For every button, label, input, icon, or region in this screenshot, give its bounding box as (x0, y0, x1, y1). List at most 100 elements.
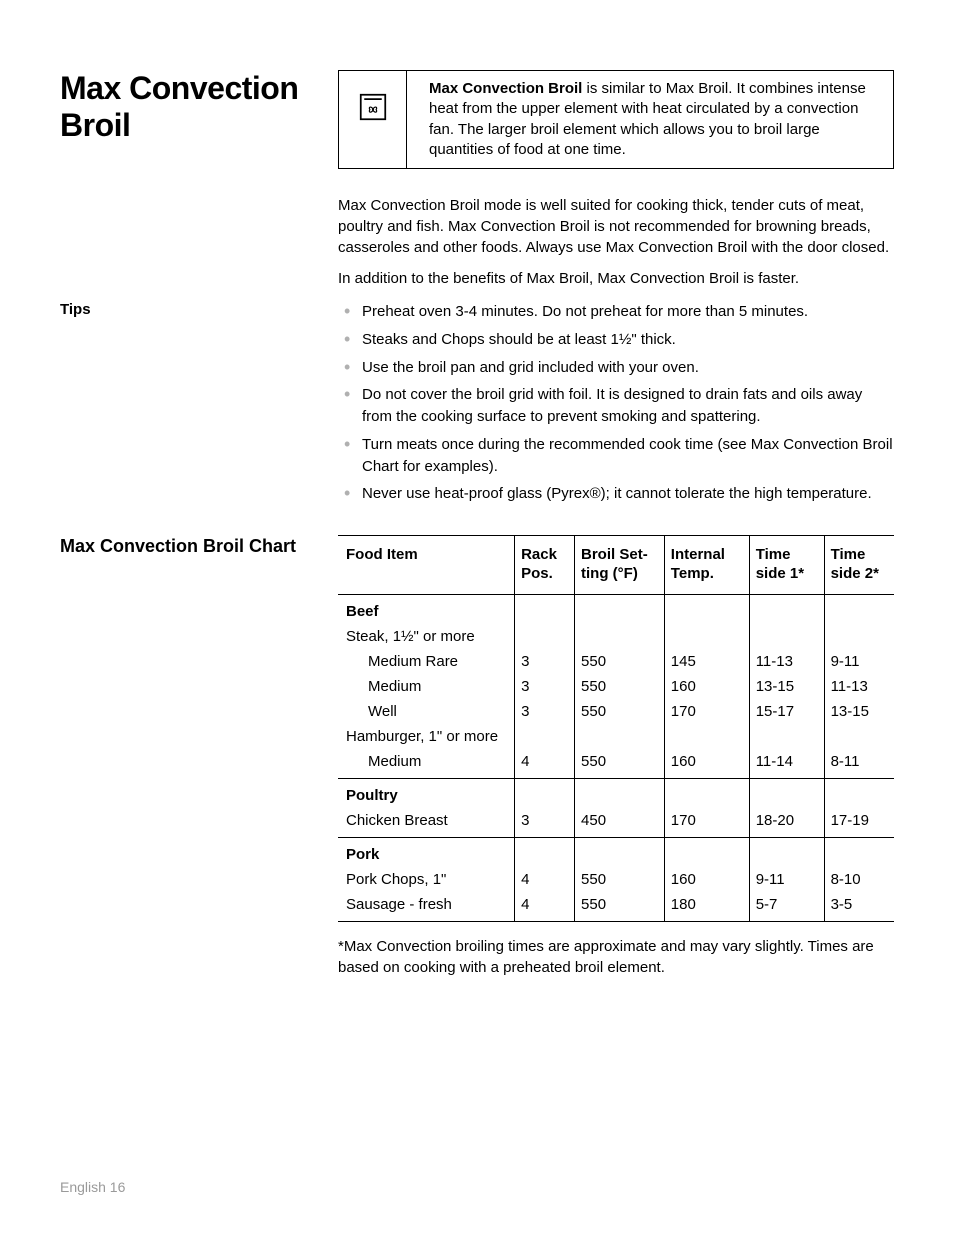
table-cell: 8-11 (824, 749, 894, 779)
food-item-cell: Hamburger, 1" or more (338, 724, 515, 749)
table-cell: 11-13 (824, 674, 894, 699)
table-cell: 9-11 (824, 649, 894, 674)
body-row: Max Convection Broil mode is well suited… (60, 173, 894, 299)
table-header-row: Food ItemRackPos.Broil Set-ting (°F)Inte… (338, 536, 894, 595)
table-row: Sausage - fresh45501805-73-5 (338, 892, 894, 922)
table-cell: 9-11 (749, 867, 824, 892)
broil-chart-table: Food ItemRackPos.Broil Set-ting (°F)Inte… (338, 535, 894, 922)
tips-item: Turn meats once during the recommended c… (338, 434, 894, 478)
table-cell: 170 (664, 808, 749, 838)
table-header-cell: RackPos. (515, 536, 575, 595)
chart-footnote: *Max Convection broiling times are appro… (338, 936, 894, 978)
table-cell: 550 (575, 749, 665, 779)
table-cell: 13-15 (824, 699, 894, 724)
table-section-heading: Beef (338, 594, 894, 624)
intro-bold: Max Convection Broil (429, 80, 582, 97)
food-item-cell: Pork Chops, 1" (338, 867, 515, 892)
table-cell (824, 624, 894, 649)
tips-label: Tips (60, 301, 91, 318)
tips-item: Never use heat-proof glass (Pyrex®); it … (338, 483, 894, 505)
table-row: Medium355016013-1511-13 (338, 674, 894, 699)
table-cell (575, 724, 665, 749)
table-cell (749, 594, 824, 624)
table-cell: 550 (575, 674, 665, 699)
table-cell (664, 594, 749, 624)
table-cell: 15-17 (749, 699, 824, 724)
table-row: Medium Rare355014511-139-11 (338, 649, 894, 674)
table-cell: 550 (575, 699, 665, 724)
table-cell (575, 624, 665, 649)
table-cell (749, 724, 824, 749)
table-cell: 11-13 (749, 649, 824, 674)
tips-row: Tips Preheat oven 3-4 minutes. Do not pr… (60, 301, 894, 511)
table-cell (664, 778, 749, 808)
page-title: Max Convection Broil (60, 70, 318, 144)
table-row: Steak, 1½" or more (338, 624, 894, 649)
table-cell (749, 624, 824, 649)
table-cell (749, 778, 824, 808)
table-section-heading: Pork (338, 837, 894, 867)
food-item-cell: Well (338, 699, 515, 724)
table-row: Chicken Breast345017018-2017-19 (338, 808, 894, 838)
table-cell: 4 (515, 749, 575, 779)
table-cell: 550 (575, 867, 665, 892)
page-footer: English 16 (60, 1179, 125, 1195)
tips-item: Do not cover the broil grid with foil. I… (338, 384, 894, 428)
table-cell: 3 (515, 674, 575, 699)
table-cell: 13-15 (749, 674, 824, 699)
table-cell: 170 (664, 699, 749, 724)
intro-text: Max Convection Broil is similar to Max B… (419, 71, 893, 168)
table-cell: 450 (575, 808, 665, 838)
tips-item: Preheat oven 3-4 minutes. Do not preheat… (338, 301, 894, 323)
tips-list: Preheat oven 3-4 minutes. Do not preheat… (338, 301, 894, 505)
section-heading-cell: Poultry (338, 778, 515, 808)
chart-title: Max Convection Broil Chart (60, 535, 318, 558)
table-row: Hamburger, 1" or more (338, 724, 894, 749)
table-cell (515, 837, 575, 867)
body-p1: Max Convection Broil mode is well suited… (338, 195, 894, 258)
table-body: BeefSteak, 1½" or moreMedium Rare3550145… (338, 594, 894, 921)
tips-item: Steaks and Chops should be at least 1½" … (338, 329, 894, 351)
table-cell (664, 624, 749, 649)
table-cell: 17-19 (824, 808, 894, 838)
table-cell: 550 (575, 892, 665, 922)
table-cell: 18-20 (749, 808, 824, 838)
table-cell: 5-7 (749, 892, 824, 922)
table-cell: 3 (515, 649, 575, 674)
table-cell: 160 (664, 867, 749, 892)
table-cell (749, 837, 824, 867)
table-cell (575, 837, 665, 867)
food-item-cell: Medium (338, 749, 515, 779)
table-cell (515, 778, 575, 808)
table-cell: 550 (575, 649, 665, 674)
table-cell (515, 624, 575, 649)
table-cell: 3 (515, 699, 575, 724)
table-cell (575, 778, 665, 808)
table-cell: 4 (515, 892, 575, 922)
food-item-cell: Sausage - fresh (338, 892, 515, 922)
table-row: Pork Chops, 1"45501609-118-10 (338, 867, 894, 892)
food-item-cell: Medium (338, 674, 515, 699)
section-heading-cell: Pork (338, 837, 515, 867)
table-cell (824, 837, 894, 867)
table-cell (824, 778, 894, 808)
table-cell (824, 594, 894, 624)
table-header-cell: Timeside 2* (824, 536, 894, 595)
table-cell (575, 594, 665, 624)
table-cell: 160 (664, 674, 749, 699)
table-section-heading: Poultry (338, 778, 894, 808)
section-heading-cell: Beef (338, 594, 515, 624)
table-cell: 4 (515, 867, 575, 892)
table-cell: 3-5 (824, 892, 894, 922)
table-header-cell: InternalTemp. (664, 536, 749, 595)
table-cell: 11-14 (749, 749, 824, 779)
table-row: Medium455016011-148-11 (338, 749, 894, 779)
table-header-cell: Timeside 1* (749, 536, 824, 595)
table-cell (664, 837, 749, 867)
convection-fan-icon (359, 93, 387, 121)
body-p2: In addition to the benefits of Max Broil… (338, 268, 894, 289)
table-row: Well355017015-1713-15 (338, 699, 894, 724)
chart-row: Max Convection Broil Chart Food ItemRack… (60, 535, 894, 978)
table-cell: 180 (664, 892, 749, 922)
mode-icon-cell (339, 71, 407, 168)
